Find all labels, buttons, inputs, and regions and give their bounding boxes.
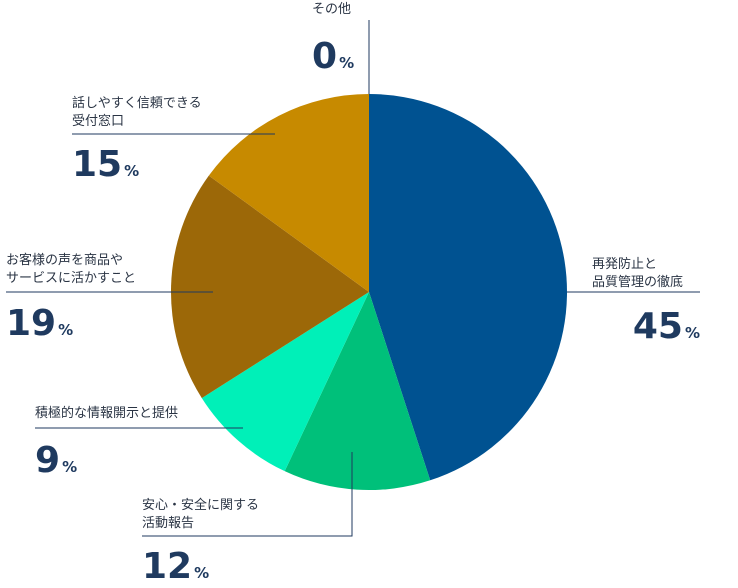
slice-label: お客様の声を商品や: [6, 252, 123, 268]
pie-slices: [170, 93, 568, 491]
leader-lines: [6, 20, 700, 537]
pie-slice: [201, 292, 369, 472]
pie-slice: [208, 94, 369, 292]
slice-value-label: 15%: [72, 144, 139, 185]
slice-label: 安心・安全に関する: [142, 497, 259, 513]
slice-label: その他: [312, 2, 351, 17]
slice-value-label: 9%: [35, 440, 77, 481]
slice-label: 積極的な情報開示と提供: [35, 405, 178, 421]
pie-slice: [369, 93, 568, 481]
pie-slice: [170, 175, 369, 399]
slice-value-label: 19%: [6, 303, 73, 344]
slice-value-label: 45%: [633, 306, 700, 347]
slice-label: 話しやすく信頼できる: [72, 95, 202, 111]
pie-slice: [284, 292, 431, 491]
slice-label: 活動報告: [142, 516, 194, 531]
leader-line: [142, 452, 353, 537]
slice-value-label: 12%: [142, 546, 209, 587]
slice-value-label: 0%: [312, 36, 354, 77]
slice-label: 受付窓口: [72, 113, 124, 129]
slice-label: サービスに活かすこと: [6, 271, 136, 286]
slice-label: 再発防止と: [592, 256, 657, 272]
slice-label: 品質管理の徹底: [592, 274, 683, 290]
